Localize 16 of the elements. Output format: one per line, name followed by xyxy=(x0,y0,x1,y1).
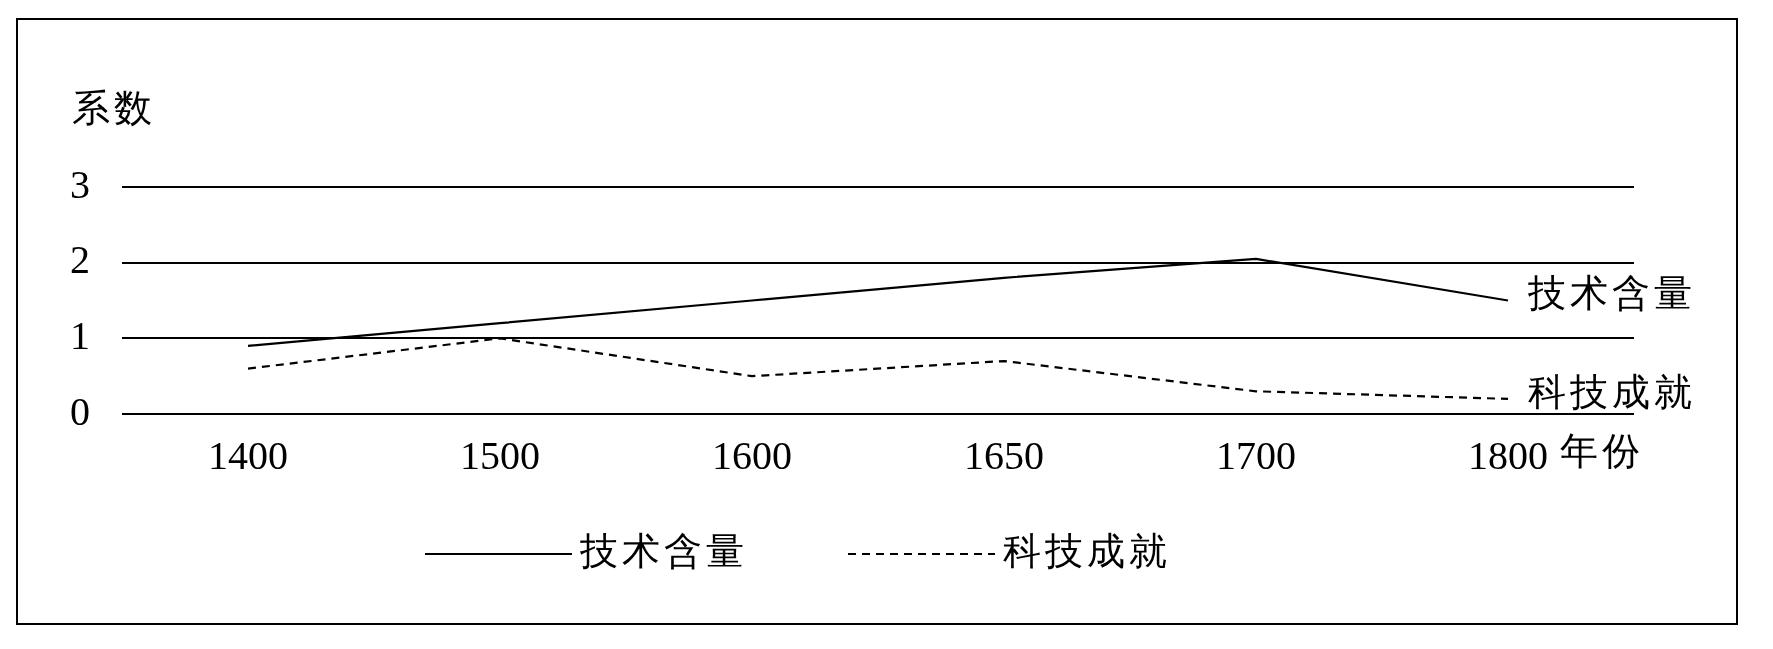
text: 科技成就 xyxy=(1528,370,1696,413)
x-tick-label: 1500 xyxy=(460,432,540,478)
x-tick-label: 1800 xyxy=(1468,432,1548,478)
y-tick-label: 1 xyxy=(70,312,90,358)
x-tick-label: 1600 xyxy=(712,432,792,478)
x-tick-label: 1650 xyxy=(964,432,1044,478)
legend-label: 科技成就 xyxy=(1003,529,1171,572)
x-tick-label: 1700 xyxy=(1216,432,1296,478)
text: 技术含量 xyxy=(1528,272,1696,315)
x-axis-title: 年份 xyxy=(1560,429,1644,472)
y-tick-label: 2 xyxy=(70,237,90,283)
y-axis-title: 系数 xyxy=(72,86,156,129)
legend-label: 技术含量 xyxy=(579,529,748,572)
y-tick-label: 0 xyxy=(70,388,90,434)
y-tick-label: 3 xyxy=(70,161,90,207)
x-tick-label: 1400 xyxy=(208,432,288,478)
